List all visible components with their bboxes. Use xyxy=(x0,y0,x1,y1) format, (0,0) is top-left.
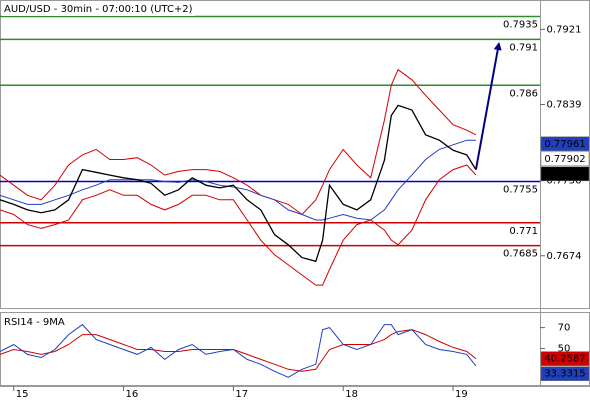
level-label: 0.791 xyxy=(509,42,538,53)
level-label: 0.7935 xyxy=(503,20,538,31)
value-badge xyxy=(540,151,590,167)
forecast-arrow xyxy=(474,42,502,170)
level-label: 0.7755 xyxy=(503,185,538,196)
y-tick-label: 0.7839 xyxy=(547,100,582,111)
y-tick-label: 0.7674 xyxy=(547,251,582,262)
series-line xyxy=(0,68,477,216)
panel-title-background xyxy=(2,3,195,16)
series-line xyxy=(0,329,477,372)
x-tick-label: 16 xyxy=(126,389,139,400)
value-badge xyxy=(540,366,590,381)
level-label: 0.786 xyxy=(509,88,538,99)
series-line xyxy=(0,164,477,286)
y-tick-label: 70 xyxy=(558,323,571,334)
value-badge-label: 33.3315 xyxy=(544,369,585,380)
level-label: 0.771 xyxy=(509,226,538,237)
rsi-panel-frame xyxy=(0,312,590,386)
y-tick-label: 0.7756 xyxy=(547,176,582,187)
price-panel-frame xyxy=(0,0,590,309)
value-badge xyxy=(540,166,590,182)
panel-title: AUD/USD - 30min - 07:00:10 (UTC+2) xyxy=(4,4,193,15)
value-badge xyxy=(540,136,590,152)
y-tick-label: 0.7921 xyxy=(547,24,582,35)
x-tick-label: 18 xyxy=(345,389,358,400)
level-label: 0.7685 xyxy=(503,249,538,260)
panel-title-group: AUD/USD - 30min - 07:00:10 (UTC+2) xyxy=(2,3,195,16)
panel-title: RSI14 - 9MA xyxy=(4,317,65,328)
panel-title-background xyxy=(2,316,67,329)
value-badge-label: 40.2587 xyxy=(544,354,585,365)
value-badge xyxy=(540,351,590,366)
series-line xyxy=(0,323,477,378)
value-badge-label: 0.77961 xyxy=(544,139,585,150)
panel-title-group: RSI14 - 9MA xyxy=(2,316,67,329)
series-line xyxy=(0,104,477,263)
x-tick-label: 19 xyxy=(455,389,468,400)
y-tick-label: 50 xyxy=(558,343,571,354)
x-tick-label: 17 xyxy=(235,389,248,400)
value-badge-label: 0.77679 xyxy=(544,169,585,180)
x-tick-label: 15 xyxy=(16,389,29,400)
series-line xyxy=(0,139,476,221)
value-badge-label: 0.77902 xyxy=(544,154,585,165)
